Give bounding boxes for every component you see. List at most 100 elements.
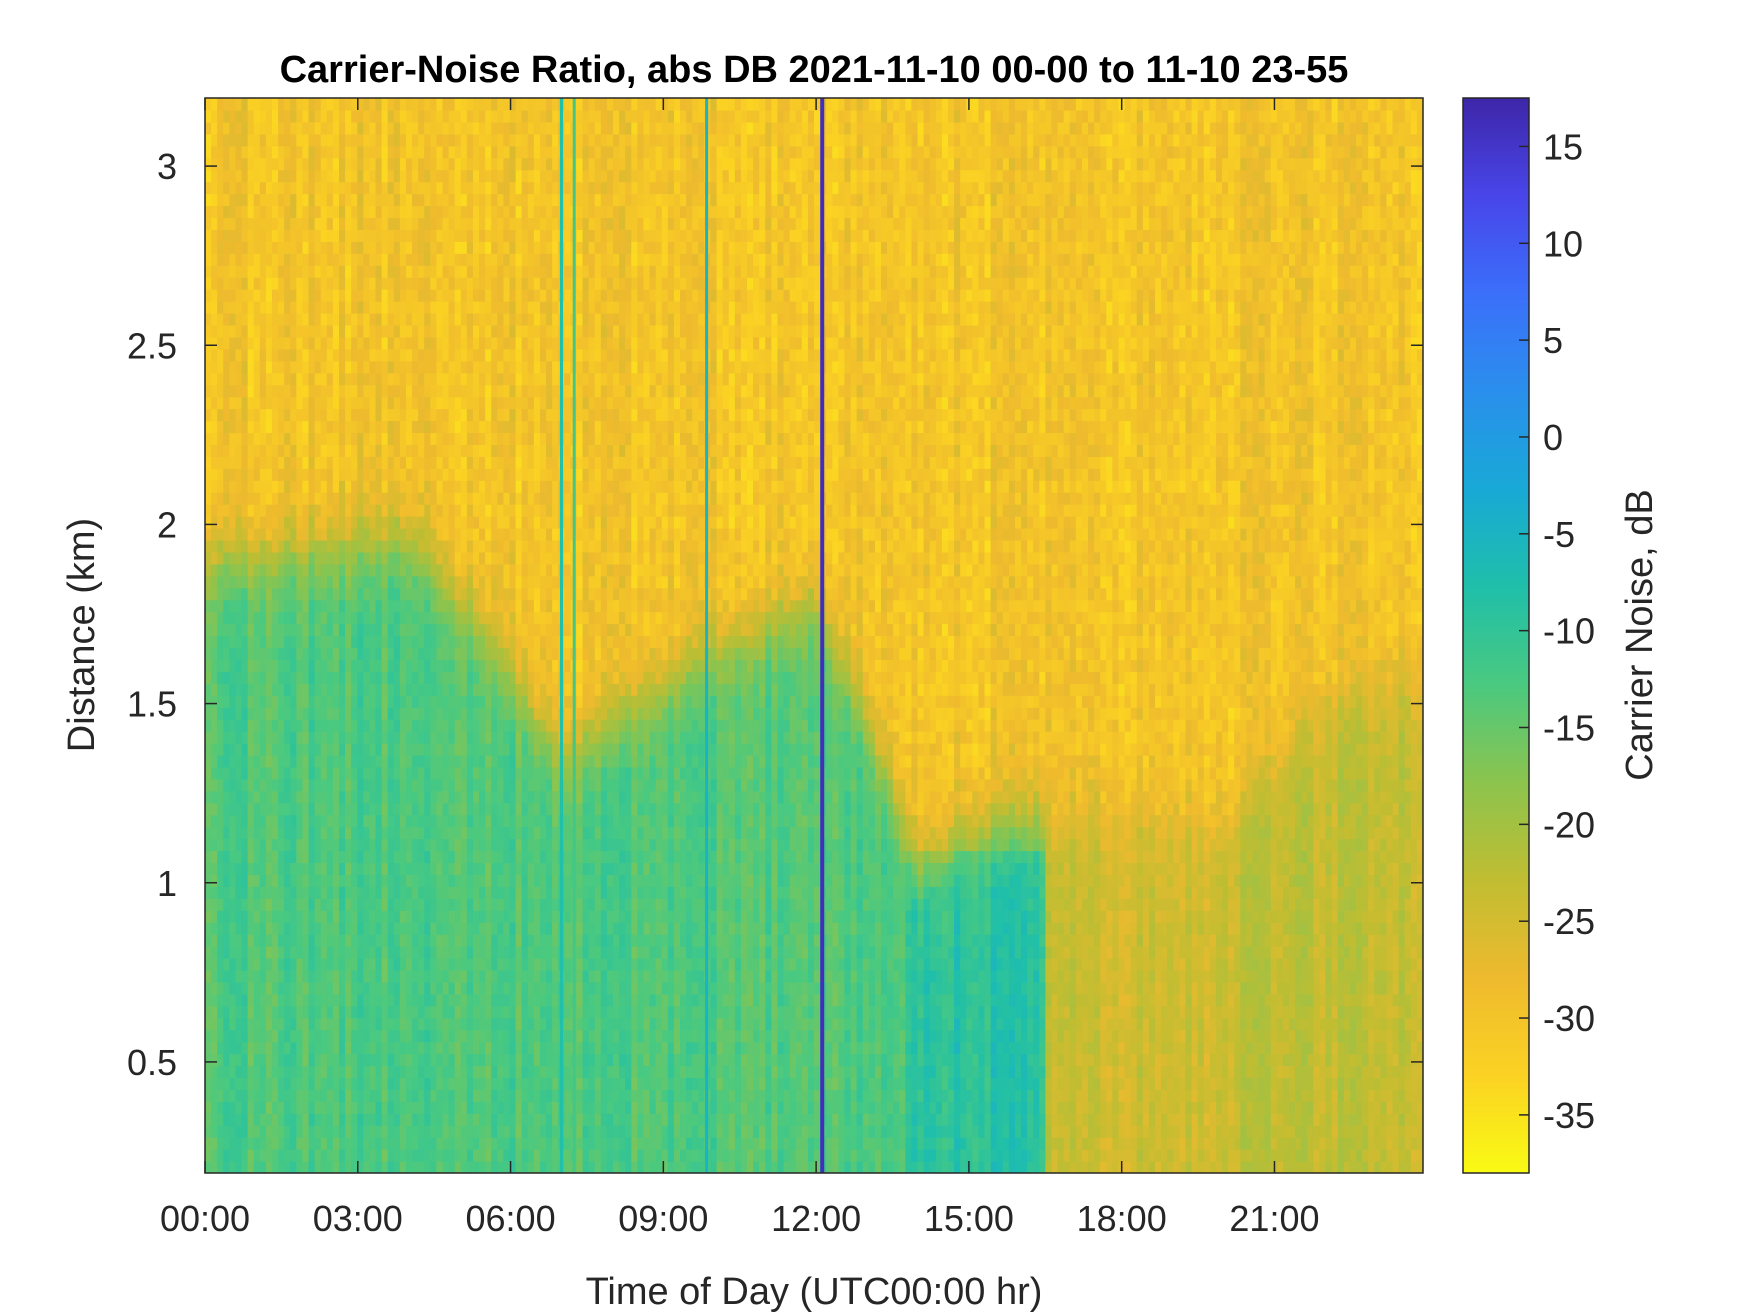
heatmap-cell xyxy=(393,1101,401,1114)
heatmap-cell xyxy=(241,1053,249,1067)
heatmap-cell xyxy=(235,886,243,899)
heatmap-cell xyxy=(436,121,444,135)
heatmap-cell xyxy=(509,1077,517,1090)
heatmap-cell xyxy=(345,1041,352,1055)
heatmap-cell xyxy=(381,719,389,732)
heatmap-cell xyxy=(491,850,498,864)
heatmap-cell xyxy=(509,384,517,398)
heatmap-cell xyxy=(369,253,377,266)
heatmap-cell xyxy=(485,1029,492,1043)
heatmap-cell xyxy=(442,683,450,696)
heatmap-cell xyxy=(320,348,328,362)
heatmap-cell xyxy=(466,181,474,195)
heatmap-cell xyxy=(479,348,486,362)
heatmap-cell xyxy=(369,98,377,111)
heatmap-cell xyxy=(284,1005,291,1019)
heatmap-cell xyxy=(217,336,224,350)
heatmap-cell xyxy=(247,265,255,278)
heatmap-cell xyxy=(393,659,401,672)
heatmap-cell xyxy=(308,563,316,577)
heatmap-cell xyxy=(503,946,511,959)
heatmap-cell xyxy=(326,456,334,469)
heatmap-cell xyxy=(405,731,413,744)
heatmap-cell xyxy=(412,934,419,947)
heatmap-cell xyxy=(454,528,462,541)
heatmap-cell xyxy=(259,348,267,362)
heatmap-cell xyxy=(253,539,261,553)
heatmap-cell xyxy=(460,563,468,577)
heatmap-cell xyxy=(229,528,237,541)
heatmap-cell xyxy=(205,504,212,517)
heatmap-cell xyxy=(460,444,468,457)
heatmap-cell xyxy=(259,898,267,911)
heatmap-cell xyxy=(314,133,322,147)
heatmap-cell xyxy=(387,133,395,147)
heatmap-cell xyxy=(424,1005,431,1019)
heatmap-cell xyxy=(296,492,304,505)
heatmap-cell xyxy=(430,826,438,840)
heatmap-cell xyxy=(326,396,334,410)
heatmap-cell xyxy=(485,599,492,613)
heatmap-cell xyxy=(265,754,273,768)
heatmap-cell xyxy=(509,647,517,660)
heatmap-cell xyxy=(393,1161,401,1173)
heatmap-cell xyxy=(515,539,523,553)
heatmap-cell xyxy=(412,444,419,457)
heatmap-cell xyxy=(308,1017,316,1031)
heatmap-cell xyxy=(393,157,401,171)
heatmap-cell xyxy=(539,981,547,995)
heatmap-cell xyxy=(393,384,401,398)
heatmap-cell xyxy=(320,444,328,457)
heatmap-cell xyxy=(326,790,334,804)
heatmap-cell xyxy=(454,516,462,529)
heatmap-cell xyxy=(259,384,267,398)
heatmap-cell xyxy=(332,766,340,780)
heatmap-cell xyxy=(454,1053,462,1067)
heatmap-cell xyxy=(235,1125,243,1138)
heatmap-cell xyxy=(253,1101,261,1114)
heatmap-cell xyxy=(320,862,328,875)
heatmap-cell xyxy=(357,516,364,529)
heatmap-cell xyxy=(460,1041,468,1055)
heatmap-cell xyxy=(387,850,395,864)
heatmap-cell xyxy=(375,551,383,565)
heatmap-cell xyxy=(265,181,273,195)
heatmap-cell xyxy=(302,671,310,684)
heatmap-cell xyxy=(509,981,517,995)
heatmap-cell xyxy=(217,874,224,887)
heatmap-cell xyxy=(515,289,523,302)
heatmap-cell xyxy=(253,1017,261,1031)
heatmap-cell xyxy=(326,778,334,792)
heatmap-cell xyxy=(326,635,334,649)
heatmap-cell xyxy=(533,1089,541,1102)
heatmap-cell xyxy=(217,766,224,780)
heatmap-cell xyxy=(509,360,517,374)
heatmap-cell xyxy=(485,408,492,422)
heatmap-cell xyxy=(308,420,316,434)
heatmap-cell xyxy=(211,922,218,935)
heatmap-cell xyxy=(381,253,389,266)
heatmap-cell xyxy=(235,133,243,147)
heatmap-cell xyxy=(460,504,468,517)
heatmap-cell xyxy=(430,934,438,947)
heatmap-cell xyxy=(424,599,431,613)
heatmap-cell xyxy=(302,1101,310,1114)
heatmap-cell xyxy=(436,480,444,493)
heatmap-cell xyxy=(527,754,535,768)
heatmap-cell xyxy=(503,1029,511,1043)
heatmap-cell xyxy=(491,408,498,422)
heatmap-cell xyxy=(241,157,249,171)
heatmap-cell xyxy=(308,623,316,637)
heatmap-cell xyxy=(436,874,444,887)
heatmap-cell xyxy=(217,850,224,864)
heatmap-cell xyxy=(338,766,346,780)
heatmap-cell xyxy=(223,719,230,732)
heatmap-cell xyxy=(241,802,249,816)
heatmap-cell xyxy=(381,862,389,875)
heatmap-cell xyxy=(308,324,316,338)
heatmap-cell xyxy=(296,778,304,792)
heatmap-cell xyxy=(369,289,377,302)
heatmap-cell xyxy=(217,360,224,374)
heatmap-cell xyxy=(247,408,255,422)
heatmap-cell xyxy=(320,1137,328,1150)
